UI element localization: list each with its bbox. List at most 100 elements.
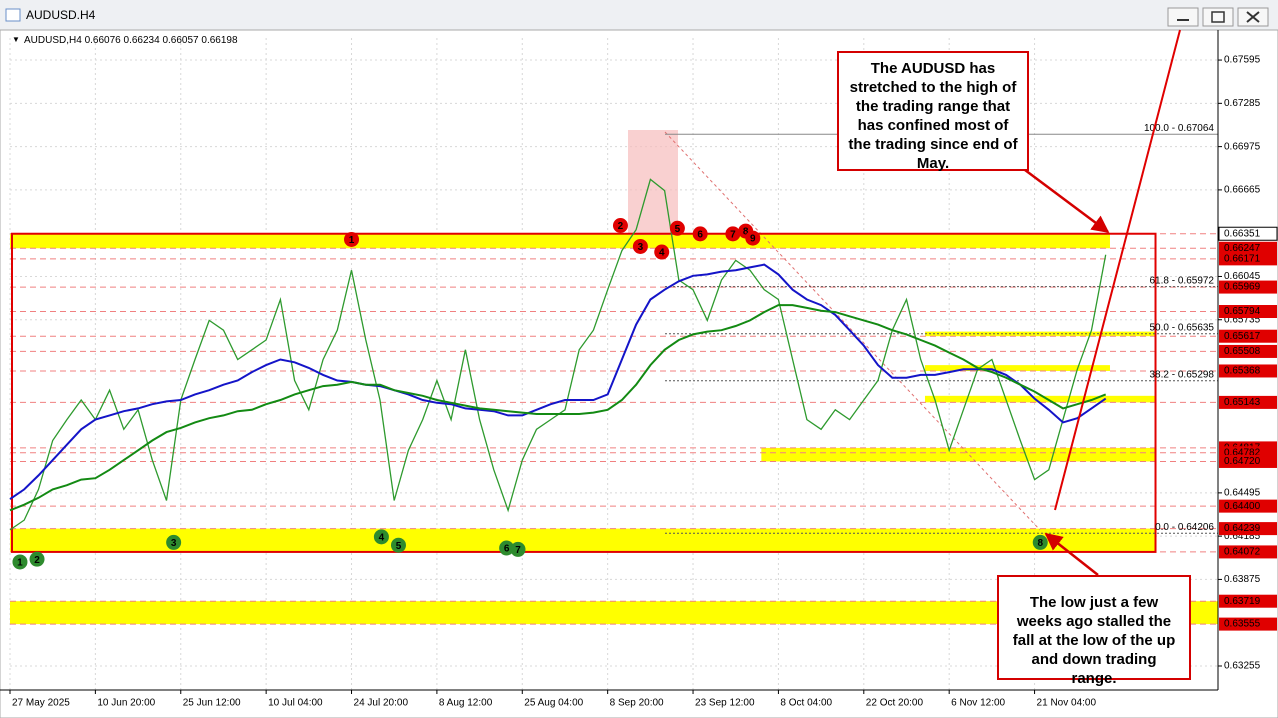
level-tag [1219,329,1277,343]
level-label: 0.66351 [1224,228,1261,239]
y-tick-label: 0.66975 [1224,141,1261,152]
level-label: 0.65794 [1224,306,1261,317]
x-tick-label: 25 Jun 12:00 [183,698,241,709]
symbol: AUDUSD,H4 [24,35,82,46]
swing-label: 5 [675,224,681,235]
level-label: 0.64400 [1224,501,1261,512]
swing-marker [745,230,761,246]
swing-label: 4 [379,532,385,543]
swing-label: 9 [750,234,756,245]
x-tick-label: 21 Nov 04:00 [1037,698,1097,709]
x-tick-label: 22 Oct 20:00 [866,698,924,709]
header-arrow: ▼ [12,35,20,44]
fib-label: 61.8 - 0.65972 [1150,275,1215,286]
price-zone [924,395,1156,403]
level-label: 0.63719 [1224,596,1261,607]
swing-marker [725,226,741,242]
arrow [1044,532,1099,576]
price-zone [10,528,1156,552]
x-tick-label: 24 Jul 20:00 [354,698,409,709]
moving-average [9,304,1107,512]
fib-label: 100.0 - 0.67064 [1144,123,1214,134]
open: 0.66076 [85,35,122,46]
price-zone [10,601,1219,625]
swing-label: 1 [349,235,355,246]
level-tag [1219,280,1277,294]
fib-label: 50.0 - 0.65635 [1150,322,1215,333]
swing-label: 8 [1037,538,1043,549]
maximize-button[interactable] [1202,7,1234,27]
x-tick-label: 8 Aug 12:00 [439,698,493,709]
minimize-button[interactable] [1167,7,1199,27]
level-tag [1219,522,1277,536]
y-tick-label: 0.67595 [1224,55,1261,66]
level-tag [1219,545,1277,559]
level-tag [1219,305,1277,319]
y-tick-label: 0.66045 [1224,271,1261,282]
y-tick-label: 0.63875 [1224,574,1261,585]
y-tick-label: 0.65735 [1224,314,1261,325]
swing-label: 6 [504,544,510,555]
price-zone [761,447,1156,462]
level-label: 0.65143 [1224,397,1261,408]
level-label: 0.65617 [1224,331,1261,342]
swing-label: 2 [34,555,40,566]
level-tag [1219,241,1277,255]
swing-marker [612,218,628,234]
swing-marker [510,541,526,557]
level-tag [1219,594,1277,608]
level-tag [1219,364,1277,378]
level-label: 0.65508 [1224,346,1261,357]
window-icon [5,8,21,22]
y-tick-label: 0.67285 [1224,98,1261,109]
x-tick-label: 10 Jul 04:00 [268,698,323,709]
x-tick-label: 25 Aug 04:00 [524,698,583,709]
level-tag [1218,226,1278,241]
swing-marker [373,529,389,545]
swing-marker [12,554,28,570]
level-tag [1219,499,1277,513]
level-label: 0.65368 [1224,366,1261,377]
swing-marker [499,540,515,556]
annotation: The AUDUSD has stretched to the high of … [837,51,1029,172]
level-tag [1219,344,1277,358]
level-label: 0.64072 [1224,547,1261,558]
window-title: AUDUSD.H4 [26,8,96,22]
level-label: 0.65969 [1224,282,1261,293]
chart-header: AUDUSD,H4 0.66076 0.66234 0.66057 0.6619… [24,35,238,46]
swing-marker [390,537,406,553]
y-tick-label: 0.63255 [1224,661,1261,672]
level-tag [1219,454,1277,468]
level-label: 0.64782 [1224,447,1261,458]
swing-marker [692,226,708,242]
swing-label: 2 [618,221,624,232]
swing-label: 4 [659,248,665,259]
y-tick-label: 0.64495 [1224,488,1261,499]
fib-label: 38.2 - 0.65298 [1150,369,1215,380]
swing-marker [29,551,45,567]
range-box [11,232,1157,553]
swing-marker [632,238,648,254]
x-tick-label: 10 Jun 20:00 [97,698,155,709]
x-tick-label: 8 Sep 20:00 [610,698,664,709]
y-tick-label: 0.66665 [1224,185,1261,196]
price-zone [10,233,1110,249]
level-label: 0.64239 [1224,523,1261,534]
swing-label: 7 [730,230,736,241]
level-label: 0.66171 [1224,254,1261,265]
swing-label: 5 [396,541,402,552]
x-tick-label: 6 Nov 12:00 [951,698,1005,709]
x-tick-label: 23 Sep 12:00 [695,698,755,709]
swing-label: 7 [515,545,521,556]
fib-label: 0.0 - 0.64206 [1155,522,1214,533]
high: 0.66234 [124,35,161,46]
level-tag [1219,395,1277,409]
swing-marker [166,534,182,550]
low: 0.66057 [162,35,199,46]
level-tag [1219,252,1277,266]
level-label: 0.63555 [1224,619,1261,630]
swing-label: 1 [17,558,23,569]
swing-label: 8 [743,227,749,238]
arrow [1024,168,1110,234]
